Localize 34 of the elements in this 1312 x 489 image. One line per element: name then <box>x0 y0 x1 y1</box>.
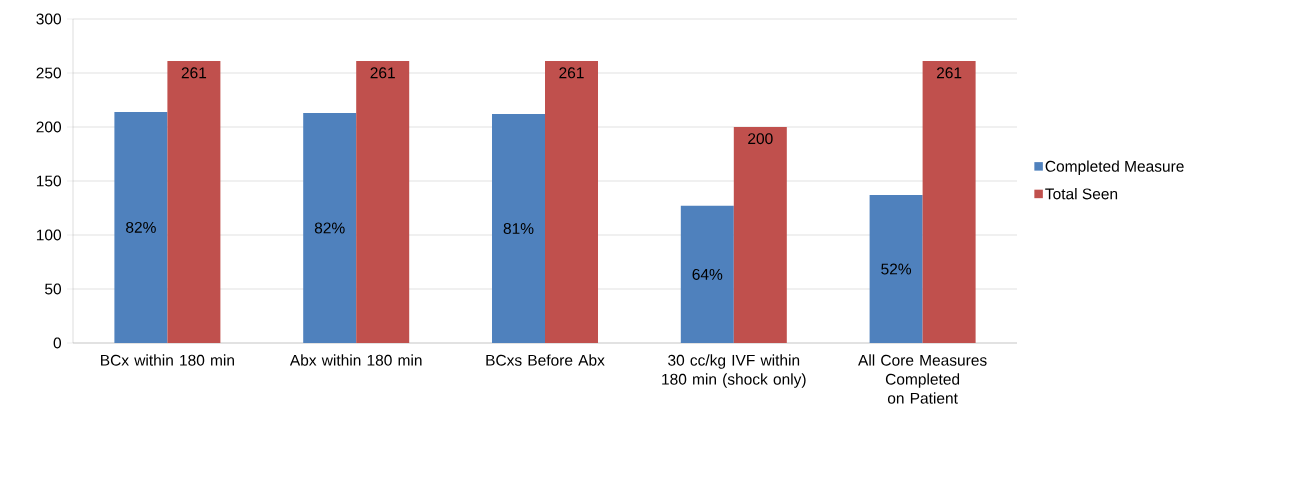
x-tick-label: BCx within 180 min <box>101 354 234 366</box>
bar <box>167 61 221 343</box>
bar <box>869 195 923 343</box>
annotation: 82% <box>126 221 156 233</box>
x-tick-label: Abx within 180 min <box>289 354 422 366</box>
bar <box>680 205 734 343</box>
bar <box>545 61 598 343</box>
bar <box>733 127 787 343</box>
bar <box>922 61 976 343</box>
y-tick-label: 250 <box>36 67 62 79</box>
y-tick-label: 300 <box>36 13 62 25</box>
data-label: 200 <box>748 133 773 145</box>
y-tick-label: 50 <box>45 283 62 295</box>
bar <box>492 114 545 343</box>
annotation: 64% <box>692 268 723 280</box>
legend-label: Total Seen <box>1045 187 1118 200</box>
data-label: 261 <box>559 67 584 79</box>
annotation: 82% <box>314 222 345 234</box>
y-tick-label: 200 <box>36 121 62 133</box>
legend-label: Completed Measure <box>1045 160 1184 175</box>
y-tick-label: 100 <box>36 229 62 241</box>
bar <box>356 61 410 343</box>
bar <box>114 111 168 343</box>
annotation: 52% <box>881 263 912 275</box>
data-label: 261 <box>936 67 962 79</box>
data-label: 261 <box>181 67 207 79</box>
y-tick-label: 0 <box>53 337 62 349</box>
x-tick-label: All Core Measures Completed on Patient <box>858 354 987 404</box>
bar <box>303 112 357 343</box>
annotation: 81% <box>503 223 534 235</box>
data-label: 261 <box>370 67 395 79</box>
y-tick-label: 150 <box>36 175 62 187</box>
x-tick-label: 30 cc/kg IVF within 180 min (shock only) <box>662 354 806 388</box>
x-tick-label: BCxs Before Abx <box>486 354 605 366</box>
